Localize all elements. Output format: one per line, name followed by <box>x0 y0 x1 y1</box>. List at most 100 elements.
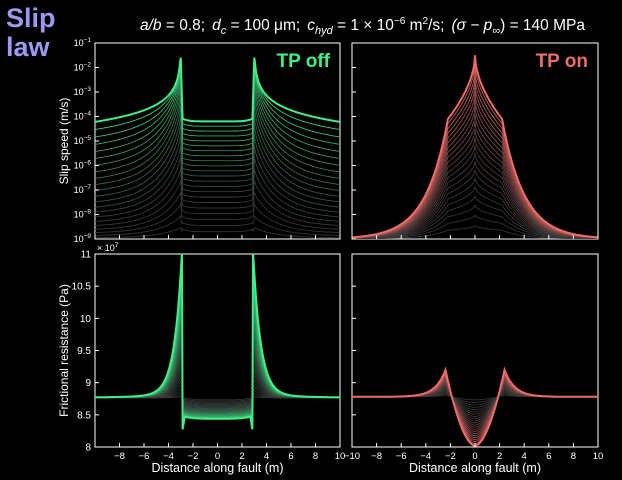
y-tick-label: 8.5 <box>77 410 91 421</box>
x-tick-label: 0 <box>472 451 477 462</box>
ab-symbol: a/b <box>140 17 162 34</box>
series-line-7 <box>95 156 340 218</box>
series-group <box>352 55 598 239</box>
chyd-symbol: c <box>307 17 315 34</box>
series-line-8 <box>95 145 340 213</box>
y-tick-label: 8 <box>85 443 91 454</box>
x-tick-label: 2 <box>239 451 244 462</box>
panel-label: TP off <box>277 51 331 72</box>
dc-value: = 100 μm; <box>226 17 300 34</box>
slip-law-title-line2: law <box>6 32 50 62</box>
series-line-5 <box>95 179 340 226</box>
series-line-14 <box>95 87 340 179</box>
series-line-4 <box>95 191 340 230</box>
series-line-5 <box>352 185 598 239</box>
y-tick-label: 10−9 <box>74 233 92 244</box>
panel-stress_tp_off: 11 10.5 10 9.5 9 8.5 8 −8 −6 −4 −2 0 2 4 6 8 10 × 107 Fric… <box>57 242 345 475</box>
x-tick-label: −6 <box>396 451 407 462</box>
ab-value: = 0.8; <box>162 17 206 34</box>
params-caption: a/b = 0.8; dc = 100 μm; chyd = 1 × 10−6 m2… <box>140 16 585 37</box>
series-line-3 <box>95 202 340 234</box>
x-axis-label: Distance along fault (m) <box>409 461 541 475</box>
series-line-3 <box>352 203 598 239</box>
series-line-21 <box>95 57 340 130</box>
panel-label: TP on <box>536 51 588 72</box>
series-line-16 <box>95 73 340 166</box>
x-tick-label: −2 <box>188 451 199 462</box>
series-line-11 <box>95 114 340 197</box>
series-group <box>95 254 340 430</box>
series-line-7 <box>352 169 598 239</box>
y-tick-label: 10−8 <box>74 209 92 220</box>
x-tick-label: 4 <box>522 451 527 462</box>
series-line-10 <box>95 124 340 203</box>
x-tick-label: 6 <box>546 451 551 462</box>
y-tick-label: 10−1 <box>74 37 92 48</box>
axes-frame <box>351 253 599 448</box>
series-line-22 <box>95 57 340 123</box>
series-line-6 <box>95 168 340 222</box>
stress-sub: ∞ <box>492 25 500 37</box>
x-tick-label: 6 <box>288 451 293 462</box>
series-line-9 <box>95 134 340 208</box>
series-group <box>352 366 598 447</box>
chyd-value: = 1 × 10 <box>333 17 395 34</box>
slip-law-title-line1: Slip <box>6 3 56 33</box>
series-line-22 <box>95 254 340 430</box>
chyd-unit-tail: /s; <box>428 17 444 34</box>
chyd-sub: hyd <box>315 25 334 37</box>
x-tick-label: −8 <box>371 451 382 462</box>
series-line-6 <box>352 177 598 239</box>
dc-symbol: d <box>212 17 222 34</box>
series-line-18 <box>95 62 340 152</box>
series-line-2 <box>95 214 340 236</box>
y-tick-label: 11 <box>81 250 92 261</box>
y-tick-label: 10−4 <box>74 111 92 122</box>
x-tick-label: 0 <box>215 451 220 462</box>
x-tick-label: −10 <box>344 451 360 462</box>
x-tick-label: −4 <box>163 451 174 462</box>
series-line-4 <box>352 194 598 239</box>
y-tick-label: 9 <box>85 378 91 389</box>
series-group <box>95 57 340 239</box>
y-multiplier: × 107 <box>97 242 119 253</box>
y-tick-label: 10−2 <box>74 62 92 73</box>
panel-slip_tp_off: 10−1 10−2 10−3 10−4 10−5 10−6 10−7 10−8 10−9 TP o… <box>57 37 341 244</box>
y-tick-label: 10−7 <box>74 184 92 195</box>
series-line-20 <box>95 57 340 138</box>
series-line-15 <box>95 80 340 173</box>
x-tick-label: 4 <box>264 451 269 462</box>
y-tick-label: 10 <box>80 314 92 325</box>
x-tick-label: −4 <box>420 451 431 462</box>
y-tick-label: 10−3 <box>74 86 92 97</box>
x-tick-label: −8 <box>114 451 125 462</box>
y-axis-label: Slip speed (m/s) <box>57 98 71 185</box>
series-line-1 <box>352 225 598 239</box>
x-tick-label: 10 <box>593 451 604 462</box>
stress-symbol: (σ − p <box>451 17 492 34</box>
y-tick-label: 10−5 <box>74 135 92 146</box>
y-tick-label: 10.5 <box>72 282 92 293</box>
chyd-unit: m <box>405 17 422 34</box>
x-tick-label: 8 <box>571 451 576 462</box>
series-line-19 <box>95 58 340 145</box>
series-line-1 <box>95 226 340 239</box>
series-line-2 <box>352 214 598 239</box>
slip-law-title: Slip law <box>6 4 56 62</box>
x-tick-label: 8 <box>313 451 318 462</box>
series-line-12 <box>95 104 340 192</box>
y-tick-label: 10−6 <box>74 160 92 171</box>
y-tick-label: 9.5 <box>77 346 91 357</box>
chyd-exp: −6 <box>394 16 406 27</box>
series-line-13 <box>95 96 340 186</box>
panel-stress_tp_on: −10 −8 −6 −4 −2 0 2 4 6 8 10 Distance along fault (… <box>344 253 604 475</box>
stress-value: ) = 140 MPa <box>500 17 585 34</box>
y-axis-label: Frictional resistance (Pa) <box>57 284 71 417</box>
x-tick-label: 2 <box>497 451 502 462</box>
x-tick-label: −2 <box>445 451 456 462</box>
x-tick-label: 10 <box>335 451 346 462</box>
panel-slip_tp_on: TP on <box>351 42 599 240</box>
dc-sub: c <box>221 25 227 37</box>
chyd-unit-exp: 2 <box>423 16 429 27</box>
series-line-17 <box>95 67 340 159</box>
